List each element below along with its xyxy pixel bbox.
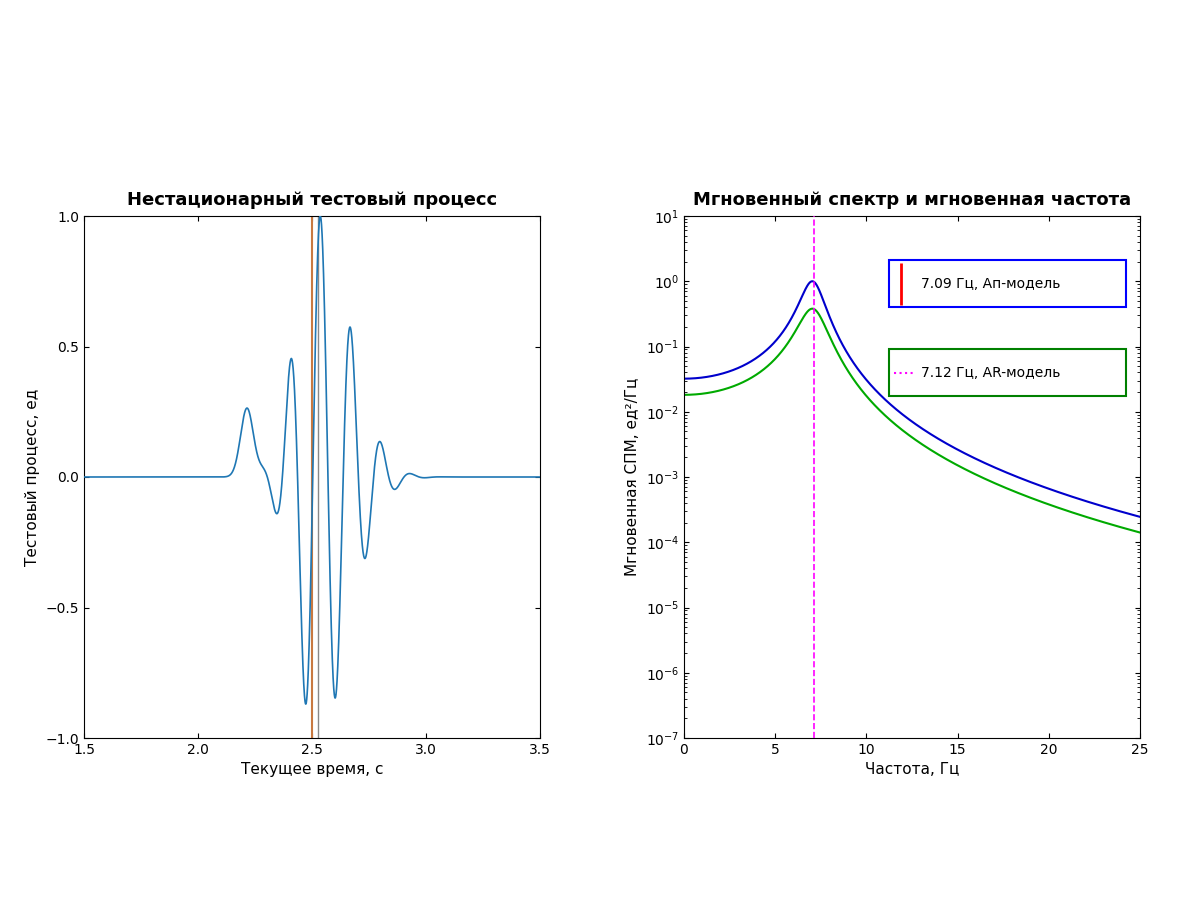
Y-axis label: Мгновенная СПМ, ед²/Гц: Мгновенная СПМ, ед²/Гц (625, 378, 640, 576)
Y-axis label: Тестовый процесс, ед: Тестовый процесс, ед (25, 389, 40, 565)
X-axis label: Частота, Гц: Частота, Гц (865, 762, 959, 778)
Text: 7.09 Гц, Ап-модель: 7.09 Гц, Ап-модель (922, 277, 1061, 291)
Text: 7.12 Гц, AR-модель: 7.12 Гц, AR-модель (922, 365, 1061, 380)
FancyBboxPatch shape (889, 349, 1127, 396)
Title: Нестационарный тестовый процесс: Нестационарный тестовый процесс (127, 191, 497, 209)
FancyBboxPatch shape (889, 260, 1127, 308)
Title: Мгновенный спектр и мгновенная частота: Мгновенный спектр и мгновенная частота (692, 191, 1132, 209)
X-axis label: Текущее время, с: Текущее время, с (241, 762, 383, 778)
